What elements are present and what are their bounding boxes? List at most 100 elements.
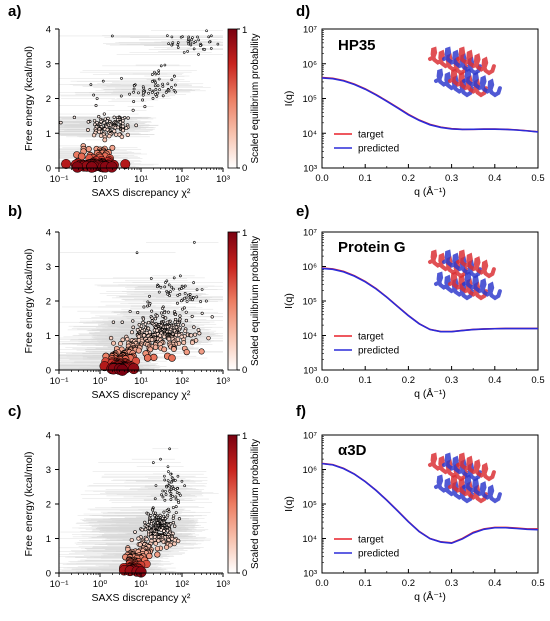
data-point (184, 292, 186, 294)
data-point (114, 126, 117, 129)
x-axis-label: SAXS discrepancy χ² (92, 592, 191, 604)
series-line-target (322, 78, 538, 132)
data-point (193, 42, 195, 44)
data-point (162, 83, 164, 85)
data-point (181, 308, 183, 310)
scatter-panel-c: c)10⁻¹ 10⁰ 10¹ 10² 10³01234SAXS discrepancy … (8, 403, 261, 604)
saxs-panel-f: f)α3D0.0 0.1 0.2 0.3 0.4 0.510³10⁴10⁵10⁶10⁷q … (283, 403, 545, 603)
data-point (201, 312, 203, 314)
data-point (177, 475, 179, 477)
y-tick-label: 3 (46, 262, 51, 273)
data-point (136, 348, 141, 353)
x-tick-label: 10⁰ (93, 174, 108, 185)
series-line-predicted (322, 464, 538, 544)
data-point (87, 120, 90, 123)
data-point (133, 100, 135, 102)
data-point (175, 496, 177, 498)
x-tick-label: 10⁻¹ (50, 174, 69, 185)
data-point (61, 159, 70, 168)
data-point (154, 317, 157, 320)
data-point (170, 286, 172, 288)
data-point (183, 51, 185, 53)
data-point (120, 135, 124, 139)
data-point (164, 281, 166, 283)
panel-letter: f) (296, 403, 306, 420)
x-tick-label: 0.4 (488, 578, 501, 589)
legend-label: target (358, 535, 384, 546)
data-point (197, 328, 200, 331)
saxs-panel-d: d)HP350.0 0.1 0.2 0.3 0.4 0.510³10⁴10⁵10⁶10⁷q… (283, 3, 545, 198)
data-point (161, 307, 163, 309)
data-point (172, 506, 174, 508)
data-point (173, 277, 175, 279)
data-point (185, 319, 188, 322)
data-point (146, 305, 148, 307)
data-point (107, 117, 110, 120)
data-point (150, 522, 153, 525)
data-point (176, 302, 178, 304)
data-point (118, 342, 122, 346)
data-point (210, 35, 212, 37)
data-point (150, 535, 153, 538)
protein-structure-image (430, 252, 500, 298)
data-point (169, 448, 171, 450)
data-point (167, 480, 169, 482)
data-point (197, 53, 199, 55)
data-point (151, 73, 153, 75)
data-point (199, 300, 201, 302)
legend-label: target (358, 130, 384, 141)
colorbar-label: Scaled equilibrium probability (250, 33, 261, 163)
y-tick-label: 10⁴ (302, 129, 317, 140)
data-point (156, 95, 158, 97)
data-point (112, 321, 115, 324)
data-point (190, 39, 192, 41)
data-point (149, 88, 151, 90)
data-point (196, 289, 198, 291)
data-point (189, 298, 191, 300)
y-tick-label: 10⁶ (303, 262, 318, 273)
data-point (150, 277, 152, 279)
x-tick-label: 10¹ (134, 174, 148, 185)
data-point (208, 36, 210, 38)
x-tick-label: 0.3 (445, 578, 458, 589)
data-point (114, 133, 118, 137)
data-point (92, 133, 96, 137)
data-point (187, 41, 189, 43)
data-point (133, 85, 135, 87)
data-point (170, 498, 172, 500)
y-axis-label: Free energy (kcal/mol) (23, 46, 35, 151)
data-point (164, 479, 166, 481)
data-point (137, 92, 139, 94)
data-point (143, 87, 145, 89)
data-point (153, 345, 158, 350)
data-point (167, 311, 169, 313)
data-point (217, 43, 219, 45)
data-point (148, 295, 150, 297)
data-point (176, 539, 180, 543)
x-tick-label: 0.5 (531, 173, 544, 184)
data-point (184, 485, 186, 487)
panel-letter: b) (8, 203, 22, 220)
y-axis-label: Free energy (kcal/mol) (23, 248, 35, 353)
x-axis-label: q (Å⁻¹) (414, 590, 446, 603)
data-point (155, 546, 160, 551)
x-tick-label: 0.0 (315, 173, 328, 184)
data-point (154, 512, 156, 514)
data-point (164, 286, 166, 288)
panel-letter: a) (8, 3, 21, 20)
data-point (171, 481, 173, 483)
data-point (151, 509, 153, 511)
x-tick-label: 0.3 (445, 375, 458, 386)
data-point (86, 146, 91, 151)
data-point (144, 323, 147, 326)
data-point (189, 296, 191, 298)
colorbar (228, 29, 237, 168)
data-point (166, 35, 168, 37)
y-tick-label: 4 (46, 431, 51, 442)
data-point (172, 42, 174, 44)
data-point (152, 462, 154, 464)
data-point (165, 493, 167, 495)
data-point (160, 312, 162, 314)
y-axis-label: Free energy (kcal/mol) (23, 451, 35, 556)
data-point (166, 486, 168, 488)
